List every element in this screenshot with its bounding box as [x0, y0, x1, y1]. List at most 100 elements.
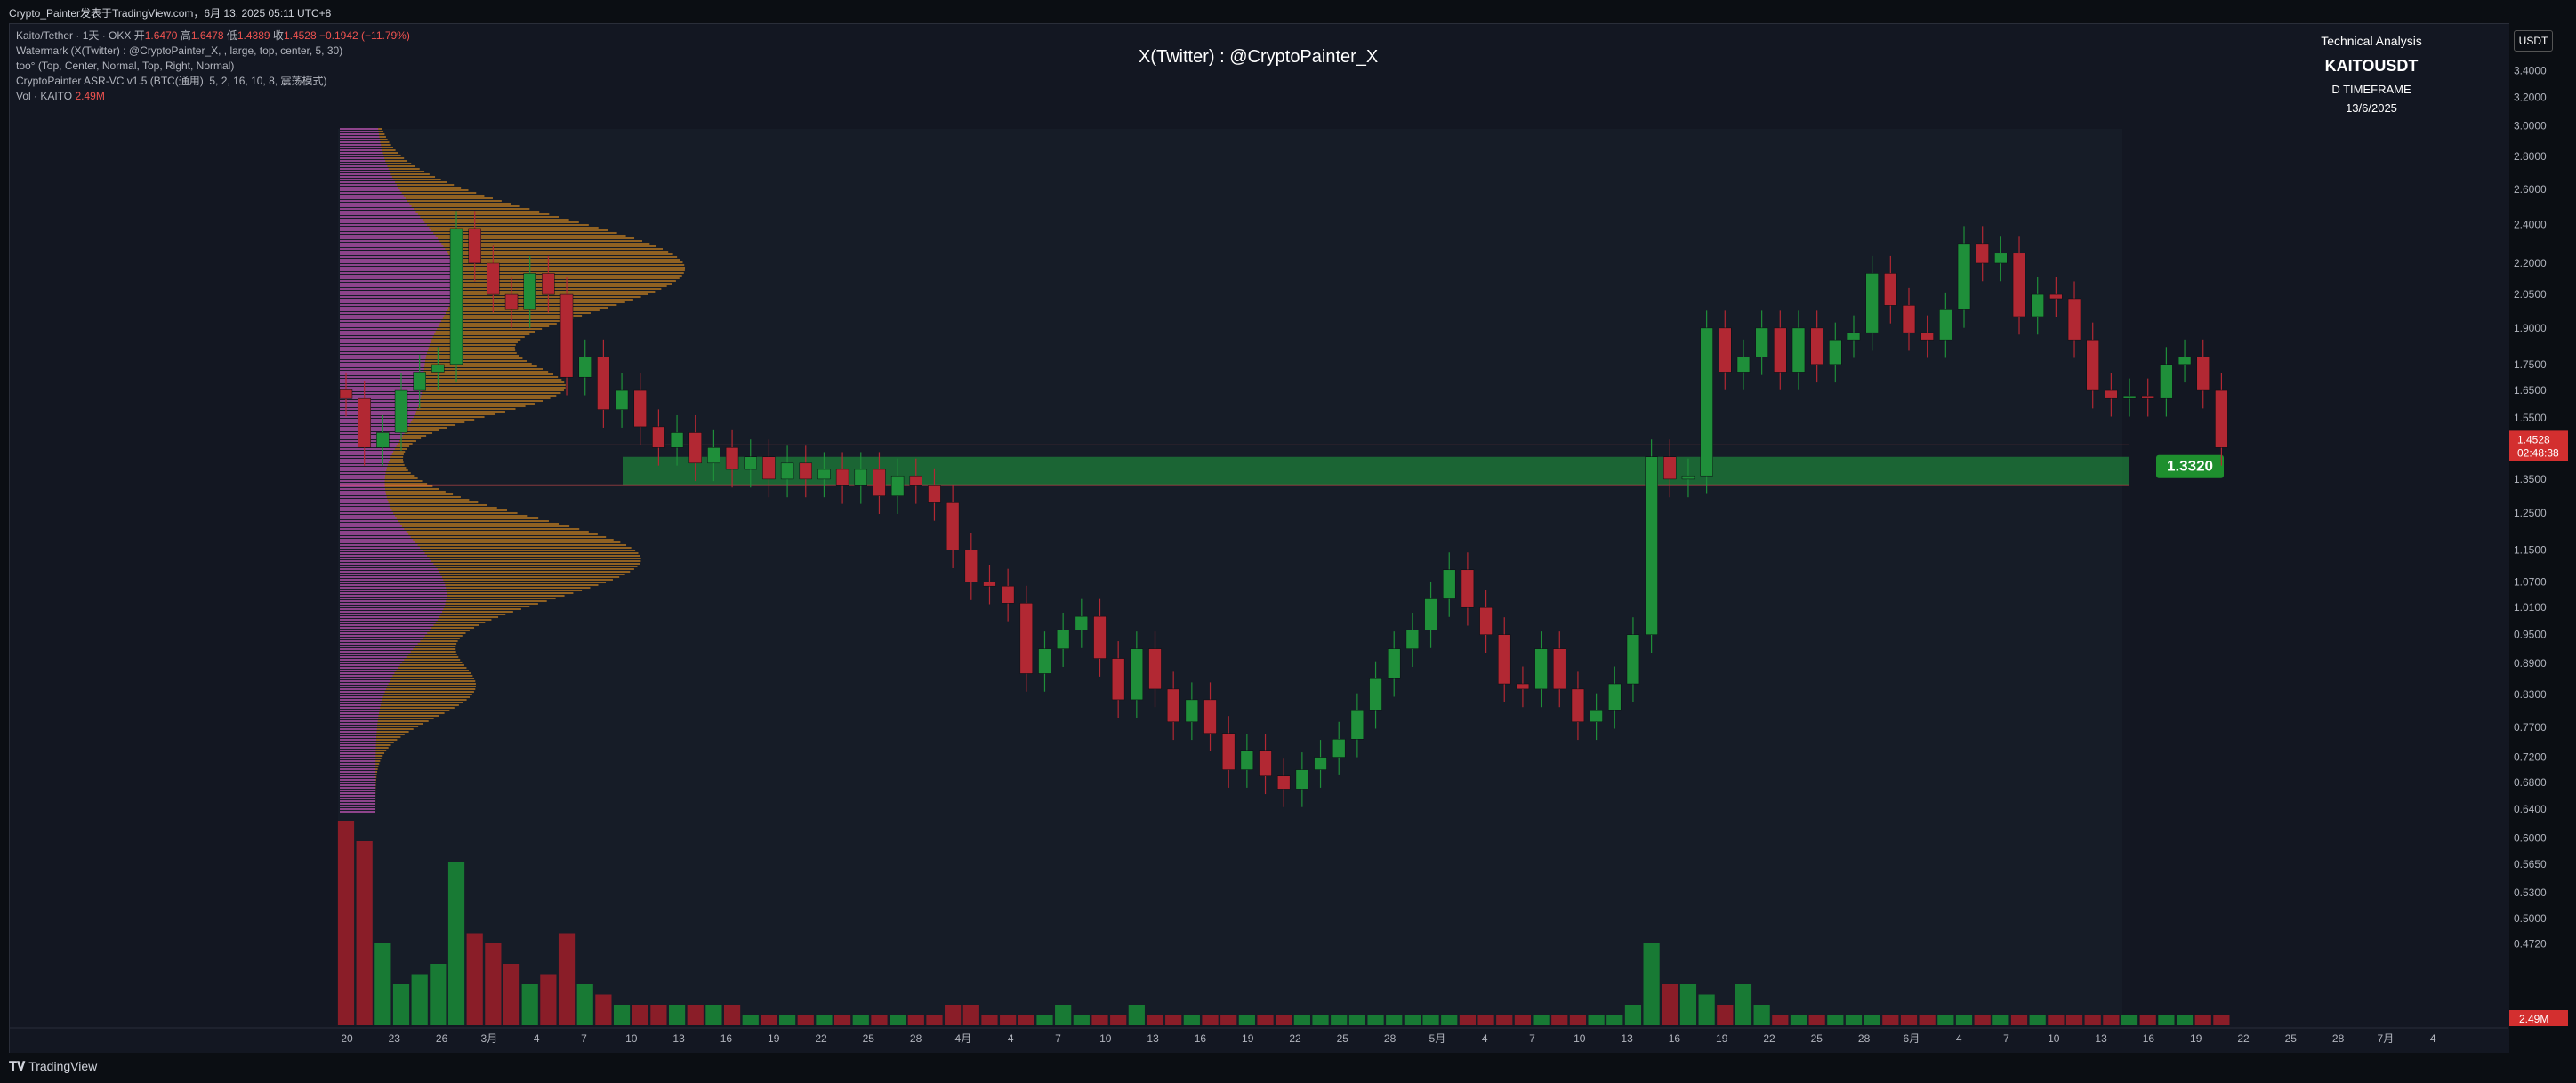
- candle-body: [670, 432, 684, 448]
- candle-body: [2012, 253, 2026, 317]
- volume-bar: [1845, 1015, 1863, 1025]
- time-tick-label: 16: [1195, 1032, 1207, 1045]
- price-axis: 3.4000 3.2000 3.0000 2.8000 2.6000 2.4000 2.20…: [2509, 23, 2576, 1053]
- candle-body: [1957, 243, 1971, 310]
- candle-body: [1203, 699, 1217, 734]
- volume-bar: [1643, 943, 1660, 1025]
- volume-bar: [1533, 1015, 1550, 1025]
- price-tick-label: 1.9000: [2514, 322, 2547, 334]
- price-tick-label: 1.1500: [2514, 544, 2547, 557]
- volume-bar: [466, 933, 483, 1025]
- volume-bar: [761, 1015, 777, 1025]
- candle-body: [2160, 364, 2173, 399]
- candle-body: [1920, 332, 1934, 341]
- candle-body: [1075, 615, 1089, 630]
- candle-body: [1350, 710, 1364, 740]
- ta-title: Technical Analysis: [2321, 34, 2422, 48]
- volume-bar: [540, 974, 557, 1025]
- volume-bar: [1569, 1015, 1587, 1025]
- volume-bar: [1348, 1015, 1365, 1025]
- price-tick-label: 0.5650: [2514, 858, 2547, 870]
- price-tick-label: 0.7700: [2514, 721, 2547, 734]
- volume-bar: [392, 984, 410, 1025]
- price-tick-label: 0.5300: [2514, 886, 2547, 899]
- technical-analysis-box: Technical Analysis KAITOUSDT D TIMEFRAME…: [2300, 34, 2443, 115]
- candle-body: [817, 469, 831, 480]
- volume-bar: [2194, 1015, 2211, 1025]
- volume-indicator[interactable]: Vol · KAITO 2.49M: [16, 89, 410, 104]
- candle-body: [2122, 395, 2137, 399]
- time-tick-label: 23: [389, 1032, 401, 1045]
- candle-body: [1810, 327, 1823, 365]
- time-tick-label: 16: [1669, 1032, 1681, 1045]
- volume-bar: [2213, 1015, 2230, 1025]
- volume-bar: [558, 933, 576, 1025]
- candle-body: [1093, 615, 1107, 659]
- volume-bar: [926, 1015, 943, 1025]
- candle-body: [1571, 688, 1585, 723]
- time-tick-label: 25: [1337, 1032, 1349, 1045]
- currency-button[interactable]: USDT: [2514, 30, 2553, 52]
- volume-bar: [1018, 1015, 1034, 1025]
- volume-bar: [1091, 1015, 1108, 1025]
- volume-bar: [1662, 984, 1678, 1025]
- volume-bar: [834, 1015, 851, 1025]
- watermark-indicator[interactable]: Watermark (X(Twitter) : @CryptoPainter_X…: [16, 44, 343, 57]
- price-tick-label: 0.6000: [2514, 831, 2547, 844]
- tradingview-logo[interactable]: 𝐓𝐕 TradingView: [9, 1059, 97, 1074]
- price-tick-label: 2.2000: [2514, 257, 2547, 269]
- volume-bar: [337, 821, 355, 1025]
- volume-bar: [1459, 1015, 1477, 1025]
- volume-bar: [1055, 1005, 1072, 1025]
- price-tick-label: 1.3500: [2514, 473, 2547, 485]
- volume-bar: [1293, 1015, 1310, 1025]
- volume-bar: [1036, 1015, 1053, 1025]
- time-tick-label: 4: [1008, 1032, 1014, 1045]
- low-value: 1.4389: [237, 29, 270, 42]
- candle-body: [1019, 603, 1034, 674]
- candle-body: [339, 389, 353, 399]
- candle-body: [964, 550, 978, 582]
- volume-bar: [1496, 1015, 1513, 1025]
- candle-body: [1388, 648, 1401, 679]
- volume-bar: [1257, 1015, 1274, 1025]
- volume-bar: [485, 943, 502, 1025]
- price-tick-label: 0.8900: [2514, 657, 2547, 670]
- candle-body: [1185, 699, 1199, 723]
- volume-bar: [962, 1005, 979, 1025]
- price-tick-label: 1.0100: [2514, 601, 2547, 614]
- countdown-value: 02:48:38: [2517, 446, 2559, 459]
- time-tick-label: 7: [2003, 1032, 2009, 1045]
- candle-body: [394, 389, 408, 433]
- volume-bars: [337, 821, 2230, 1025]
- time-axis: 20 23 26 3月 4 7 10 13 16 19 22 25 28 4月 4 7 10 13 16 19 22 25…: [9, 1027, 2508, 1045]
- volume-bar: [1276, 1015, 1292, 1025]
- volume-bar: [1165, 1015, 1182, 1025]
- volume-bar: [687, 1005, 704, 1025]
- candle-body: [835, 469, 849, 486]
- time-tick-label: 16: [2143, 1032, 2155, 1045]
- candle-body: [2031, 293, 2044, 317]
- price-tick-label: 1.6500: [2514, 384, 2547, 397]
- volume-indicator-label: Vol · KAITO: [16, 90, 73, 102]
- candle-body: [1608, 683, 1622, 711]
- volume-bar: [1790, 1015, 1807, 1025]
- candle-body: [578, 357, 592, 378]
- price-tick-label: 0.9500: [2514, 629, 2547, 641]
- candle-body: [707, 447, 720, 464]
- volume-bar: [1128, 1005, 1145, 1025]
- volume-bar: [1900, 1015, 1918, 1025]
- time-tick-label: 4月: [955, 1032, 972, 1045]
- asr-vc-indicator[interactable]: CryptoPainter ASR-VC v1.5 (BTC(通用), 5, 2…: [16, 75, 327, 87]
- volume-bar: [1183, 1015, 1200, 1025]
- open-value: 1.6470: [144, 29, 178, 42]
- candle-body: [1976, 243, 1989, 264]
- time-tick-label: 13: [1147, 1032, 1159, 1045]
- volume-bar: [1698, 994, 1715, 1025]
- candle-body: [1369, 678, 1382, 711]
- too-indicator[interactable]: too° (Top, Center, Normal, Top, Right, N…: [16, 60, 235, 72]
- volume-bar: [1312, 1015, 1329, 1025]
- time-tick-label: 22: [1763, 1032, 1775, 1045]
- candle-body: [1295, 769, 1309, 790]
